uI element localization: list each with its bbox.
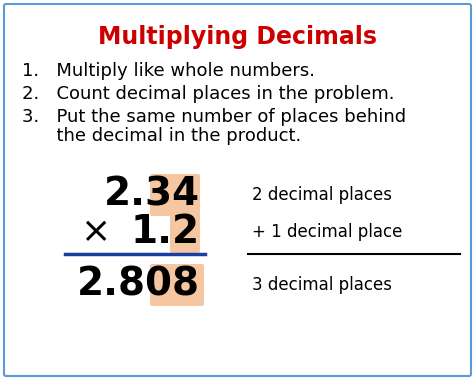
- Text: Multiplying Decimals: Multiplying Decimals: [97, 25, 377, 49]
- FancyBboxPatch shape: [150, 264, 204, 306]
- Text: 3 decimal places: 3 decimal places: [252, 276, 392, 294]
- Text: 2.   Count decimal places in the problem.: 2. Count decimal places in the problem.: [22, 85, 395, 103]
- FancyBboxPatch shape: [170, 211, 200, 253]
- Text: 2 decimal places: 2 decimal places: [252, 186, 392, 204]
- Text: 2.808: 2.808: [77, 266, 200, 304]
- FancyBboxPatch shape: [4, 4, 471, 376]
- Text: 2.34: 2.34: [104, 176, 200, 214]
- Text: 3.   Put the same number of places behind: 3. Put the same number of places behind: [22, 108, 406, 126]
- Text: ×: ×: [80, 215, 110, 249]
- Text: 1.   Multiply like whole numbers.: 1. Multiply like whole numbers.: [22, 62, 315, 80]
- Text: 1.2: 1.2: [131, 213, 200, 251]
- Text: + 1 decimal place: + 1 decimal place: [252, 223, 402, 241]
- FancyBboxPatch shape: [150, 174, 200, 216]
- Text: the decimal in the product.: the decimal in the product.: [22, 127, 301, 145]
